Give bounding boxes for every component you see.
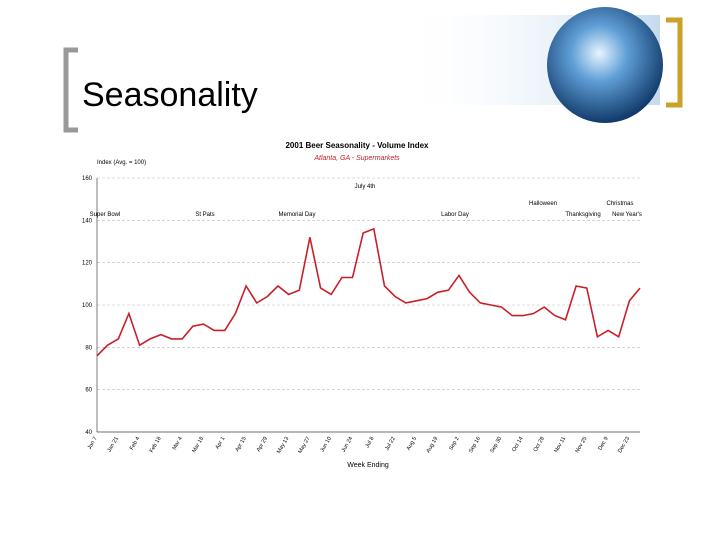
annotation: Super Bowl [90,212,121,218]
y-tick-label: 60 [85,388,92,394]
left-bracket [63,47,78,133]
y-tick-label: 100 [82,303,93,309]
annotation: Christmas [606,201,633,207]
y-tick-label: 140 [82,218,93,224]
annotation: Memorial Day [278,212,315,218]
annotation: Halloween [529,201,557,207]
chart-frame [78,133,648,470]
annotation: July 4th [355,184,376,190]
y-tick-label: 80 [85,345,92,351]
annotation: St Pats [195,212,214,218]
slide-title: Seasonality [82,76,258,114]
y-tick-label: 120 [82,261,93,267]
annotation: New Year's [612,212,642,218]
x-tick-label: Apr 1 [215,436,227,450]
x-tick-label: Jan 7 [87,436,99,451]
chart-title: 2001 Beer Seasonality - Volume Index [285,141,429,150]
annotation: Thanksgiving [565,212,600,218]
data-line [96,227,641,357]
right-bracket [666,17,683,108]
annotation: Labor Day [441,212,469,218]
chart-subtitle: Atlanta, GA - Supermarkets [313,155,400,162]
y-tick-label: 160 [82,176,93,182]
y-tick-label: 40 [85,430,92,436]
x-axis-title: Week Ending [347,462,389,469]
y-axis-title: Index (Avg. = 100) [97,160,146,166]
globe-image [547,7,663,123]
x-tick-label: Jul 8 [365,436,376,449]
